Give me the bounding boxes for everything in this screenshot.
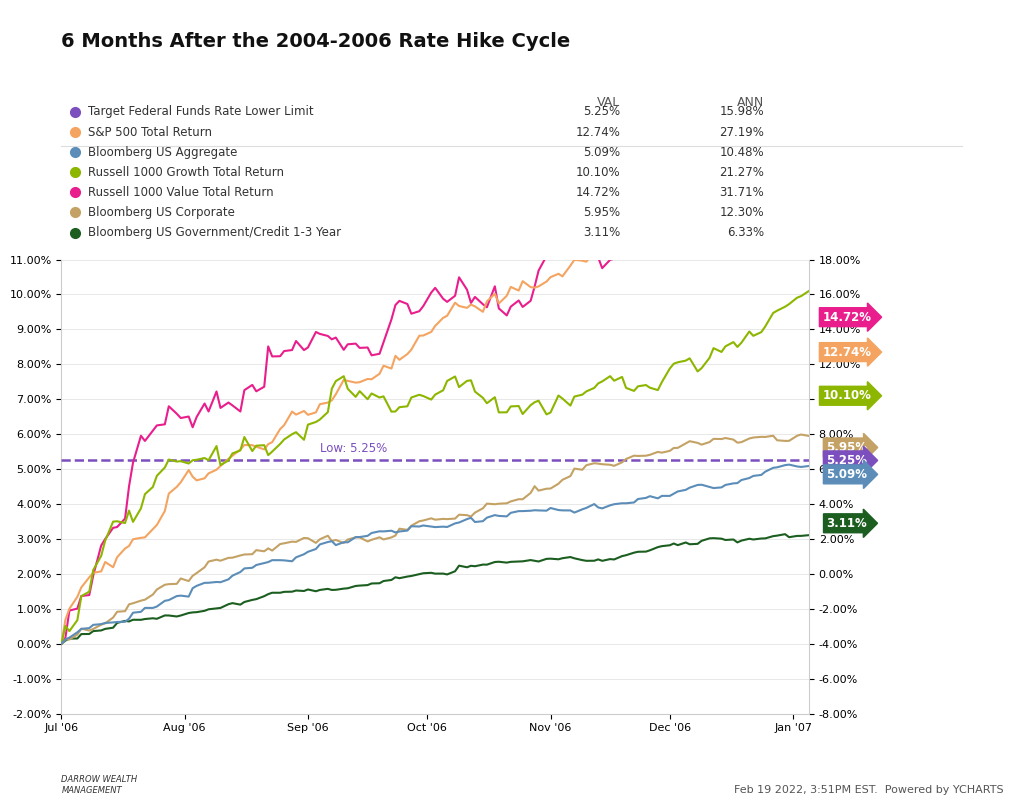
Text: 3.11%: 3.11% — [826, 517, 867, 530]
Text: 10.10%: 10.10% — [822, 389, 871, 402]
Text: Russell 1000 Growth Total Return: Russell 1000 Growth Total Return — [88, 165, 285, 178]
Text: 5.09%: 5.09% — [583, 146, 621, 159]
Text: Feb 19 2022, 3:51PM EST.  Powered by YCHARTS: Feb 19 2022, 3:51PM EST. Powered by YCHA… — [734, 785, 1004, 795]
Text: 14.72%: 14.72% — [575, 186, 621, 199]
Text: 12.74%: 12.74% — [822, 345, 871, 358]
Text: 12.30%: 12.30% — [720, 206, 764, 219]
Text: DARROW WEALTH
MANAGEMENT: DARROW WEALTH MANAGEMENT — [61, 775, 137, 795]
Text: Low: 5.25%: Low: 5.25% — [319, 442, 387, 455]
Text: 21.27%: 21.27% — [720, 165, 764, 178]
Text: 5.25%: 5.25% — [826, 454, 867, 467]
Text: 10.10%: 10.10% — [575, 165, 621, 178]
Text: 15.98%: 15.98% — [720, 105, 764, 118]
Text: Bloomberg US Aggregate: Bloomberg US Aggregate — [88, 146, 238, 159]
Text: 5.95%: 5.95% — [583, 206, 621, 219]
Text: 6 Months After the 2004-2006 Rate Hike Cycle: 6 Months After the 2004-2006 Rate Hike C… — [61, 32, 570, 51]
Text: 12.74%: 12.74% — [575, 126, 621, 139]
Text: Bloomberg US Corporate: Bloomberg US Corporate — [88, 206, 236, 219]
Text: S&P 500 Total Return: S&P 500 Total Return — [88, 126, 212, 139]
Text: 14.72%: 14.72% — [822, 311, 871, 324]
Text: VAL: VAL — [597, 96, 621, 109]
Text: ANN: ANN — [737, 96, 764, 109]
Text: 31.71%: 31.71% — [720, 186, 764, 199]
Text: Target Federal Funds Rate Lower Limit: Target Federal Funds Rate Lower Limit — [88, 105, 314, 118]
Text: Bloomberg US Government/Credit 1-3 Year: Bloomberg US Government/Credit 1-3 Year — [88, 226, 342, 239]
Text: 3.11%: 3.11% — [583, 226, 621, 239]
Text: 5.25%: 5.25% — [583, 105, 621, 118]
Text: 5.95%: 5.95% — [826, 441, 867, 454]
Text: 5.09%: 5.09% — [826, 468, 867, 481]
Text: Russell 1000 Value Total Return: Russell 1000 Value Total Return — [88, 186, 274, 199]
Text: 6.33%: 6.33% — [727, 226, 764, 239]
Text: 10.48%: 10.48% — [720, 146, 764, 159]
Text: 27.19%: 27.19% — [720, 126, 764, 139]
